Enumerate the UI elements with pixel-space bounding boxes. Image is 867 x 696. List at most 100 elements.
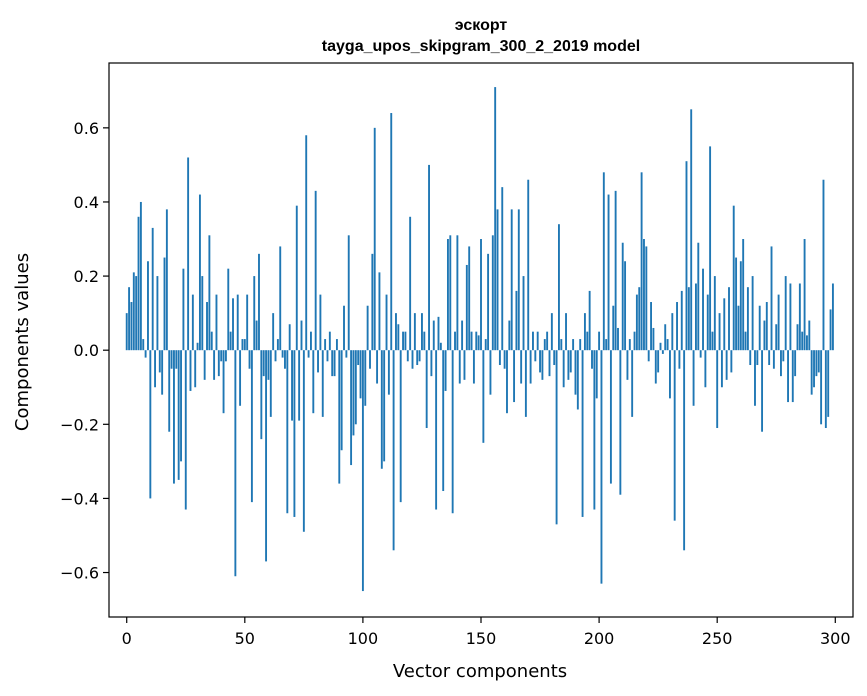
bar bbox=[484, 339, 487, 351]
bar bbox=[635, 294, 638, 351]
bar bbox=[659, 342, 662, 351]
bar bbox=[437, 316, 440, 351]
bar bbox=[258, 253, 260, 351]
bar bbox=[780, 350, 782, 377]
bar bbox=[652, 327, 655, 351]
bar bbox=[456, 235, 459, 351]
bar bbox=[576, 350, 579, 410]
bar bbox=[489, 350, 492, 395]
bar bbox=[404, 331, 407, 351]
bar bbox=[373, 127, 376, 351]
bar bbox=[314, 190, 317, 351]
bar bbox=[491, 235, 494, 351]
bar bbox=[555, 350, 558, 525]
bar bbox=[560, 339, 563, 351]
bar bbox=[709, 146, 712, 351]
bar bbox=[227, 268, 230, 351]
bar bbox=[262, 350, 265, 377]
bar bbox=[361, 350, 364, 592]
bar bbox=[168, 350, 171, 432]
bar bbox=[808, 320, 811, 351]
y-tick-label: 0.2 bbox=[74, 267, 99, 286]
bar bbox=[513, 350, 516, 403]
bar bbox=[496, 209, 499, 351]
bar bbox=[619, 350, 622, 495]
bar bbox=[130, 302, 133, 351]
bar bbox=[385, 294, 388, 351]
bar bbox=[446, 239, 449, 351]
bar bbox=[782, 350, 785, 362]
bar bbox=[125, 313, 128, 351]
bar bbox=[690, 109, 693, 351]
bar bbox=[383, 350, 386, 462]
chart-subtitle: tayga_upos_skipgram_300_2_2019 model bbox=[322, 38, 640, 55]
bar bbox=[746, 287, 749, 351]
bar bbox=[395, 313, 397, 351]
bar bbox=[267, 350, 270, 380]
bar bbox=[371, 253, 374, 351]
bar bbox=[232, 298, 234, 351]
bar bbox=[796, 324, 799, 351]
bar bbox=[482, 350, 485, 443]
bar bbox=[678, 350, 681, 369]
bar bbox=[605, 339, 608, 351]
bar bbox=[161, 350, 164, 395]
bar bbox=[517, 209, 520, 351]
bar bbox=[272, 313, 275, 351]
x-tick-label: 100 bbox=[348, 629, 379, 648]
bar bbox=[524, 350, 527, 417]
bar bbox=[335, 339, 338, 351]
bar bbox=[321, 350, 324, 417]
bar bbox=[253, 276, 256, 351]
bar bbox=[704, 350, 707, 388]
bar bbox=[210, 331, 213, 351]
bar bbox=[550, 313, 553, 351]
bar bbox=[184, 350, 187, 510]
bar bbox=[255, 320, 258, 351]
bar bbox=[154, 350, 156, 388]
bar bbox=[147, 261, 149, 351]
x-tick-label: 250 bbox=[702, 629, 733, 648]
y-tick-label: −0.6 bbox=[60, 564, 99, 583]
bar bbox=[279, 246, 282, 351]
bar bbox=[364, 350, 367, 406]
bar bbox=[529, 350, 532, 384]
bar bbox=[416, 350, 419, 366]
bar bbox=[798, 283, 801, 351]
bar bbox=[276, 339, 279, 351]
bar bbox=[217, 350, 220, 377]
bar bbox=[763, 320, 766, 351]
bar bbox=[583, 313, 586, 351]
bar bbox=[288, 324, 291, 351]
bar bbox=[831, 283, 834, 351]
bar bbox=[553, 350, 556, 366]
bar bbox=[588, 290, 591, 351]
bar bbox=[291, 350, 293, 421]
bar bbox=[380, 350, 383, 469]
bar bbox=[506, 350, 508, 414]
bar bbox=[465, 264, 468, 351]
bar bbox=[548, 350, 551, 377]
bar bbox=[326, 350, 329, 362]
bar bbox=[661, 350, 664, 354]
bar bbox=[772, 350, 775, 369]
bar bbox=[293, 350, 296, 517]
bar bbox=[397, 324, 400, 351]
bar bbox=[600, 350, 603, 584]
x-tick-label: 0 bbox=[122, 629, 132, 648]
bar bbox=[829, 309, 832, 351]
x-axis-label: Vector components bbox=[393, 661, 567, 682]
bar bbox=[645, 246, 648, 351]
bar bbox=[220, 350, 223, 362]
bar bbox=[300, 320, 303, 351]
bar bbox=[248, 350, 251, 369]
bar bbox=[413, 313, 416, 351]
bar bbox=[421, 313, 423, 351]
bar bbox=[402, 331, 404, 351]
bar bbox=[319, 294, 322, 351]
bar bbox=[444, 350, 447, 391]
bar bbox=[357, 350, 360, 366]
bar bbox=[598, 331, 601, 351]
bar bbox=[650, 302, 652, 351]
